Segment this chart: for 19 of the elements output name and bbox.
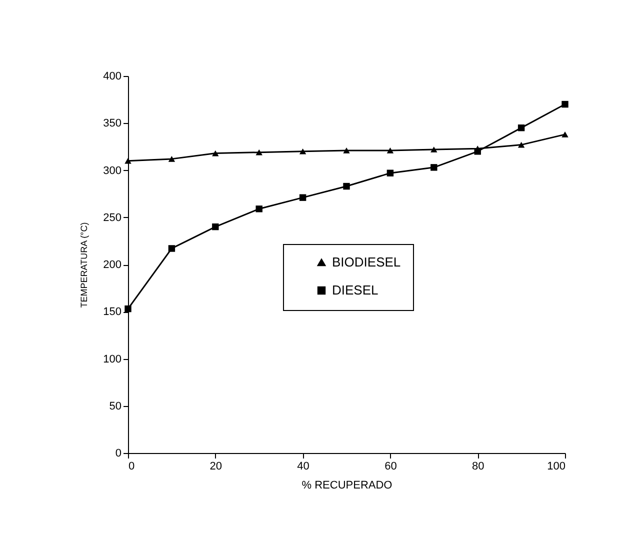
y-tick-label: 100 [103, 353, 122, 366]
y-tick-label: 300 [103, 164, 122, 177]
y-tick-label: 0 [115, 448, 122, 460]
x-tick-label: 40 [297, 460, 310, 472]
y-tick-label: 400 [103, 70, 122, 82]
x-tick-label: 20 [210, 460, 222, 472]
x-tick-label: 0 [128, 460, 135, 472]
y-tick-label: 50 [109, 400, 122, 412]
legend-label: DIESEL [332, 282, 378, 298]
y-tick-label: 200 [103, 259, 122, 271]
x-axis-title: % RECUPERADO [302, 480, 393, 492]
legend-label: BIODIESEL [332, 254, 401, 270]
y-tick-label: 250 [103, 212, 122, 224]
x-tick-label: 60 [384, 460, 397, 472]
y-tick-label: 350 [103, 118, 122, 130]
y-axis-title: TEMPERATURA (°C) [79, 222, 90, 308]
x-tick-label: 100 [547, 460, 566, 472]
y-tick-label: 150 [103, 306, 122, 318]
x-tick-label: 80 [472, 460, 484, 472]
